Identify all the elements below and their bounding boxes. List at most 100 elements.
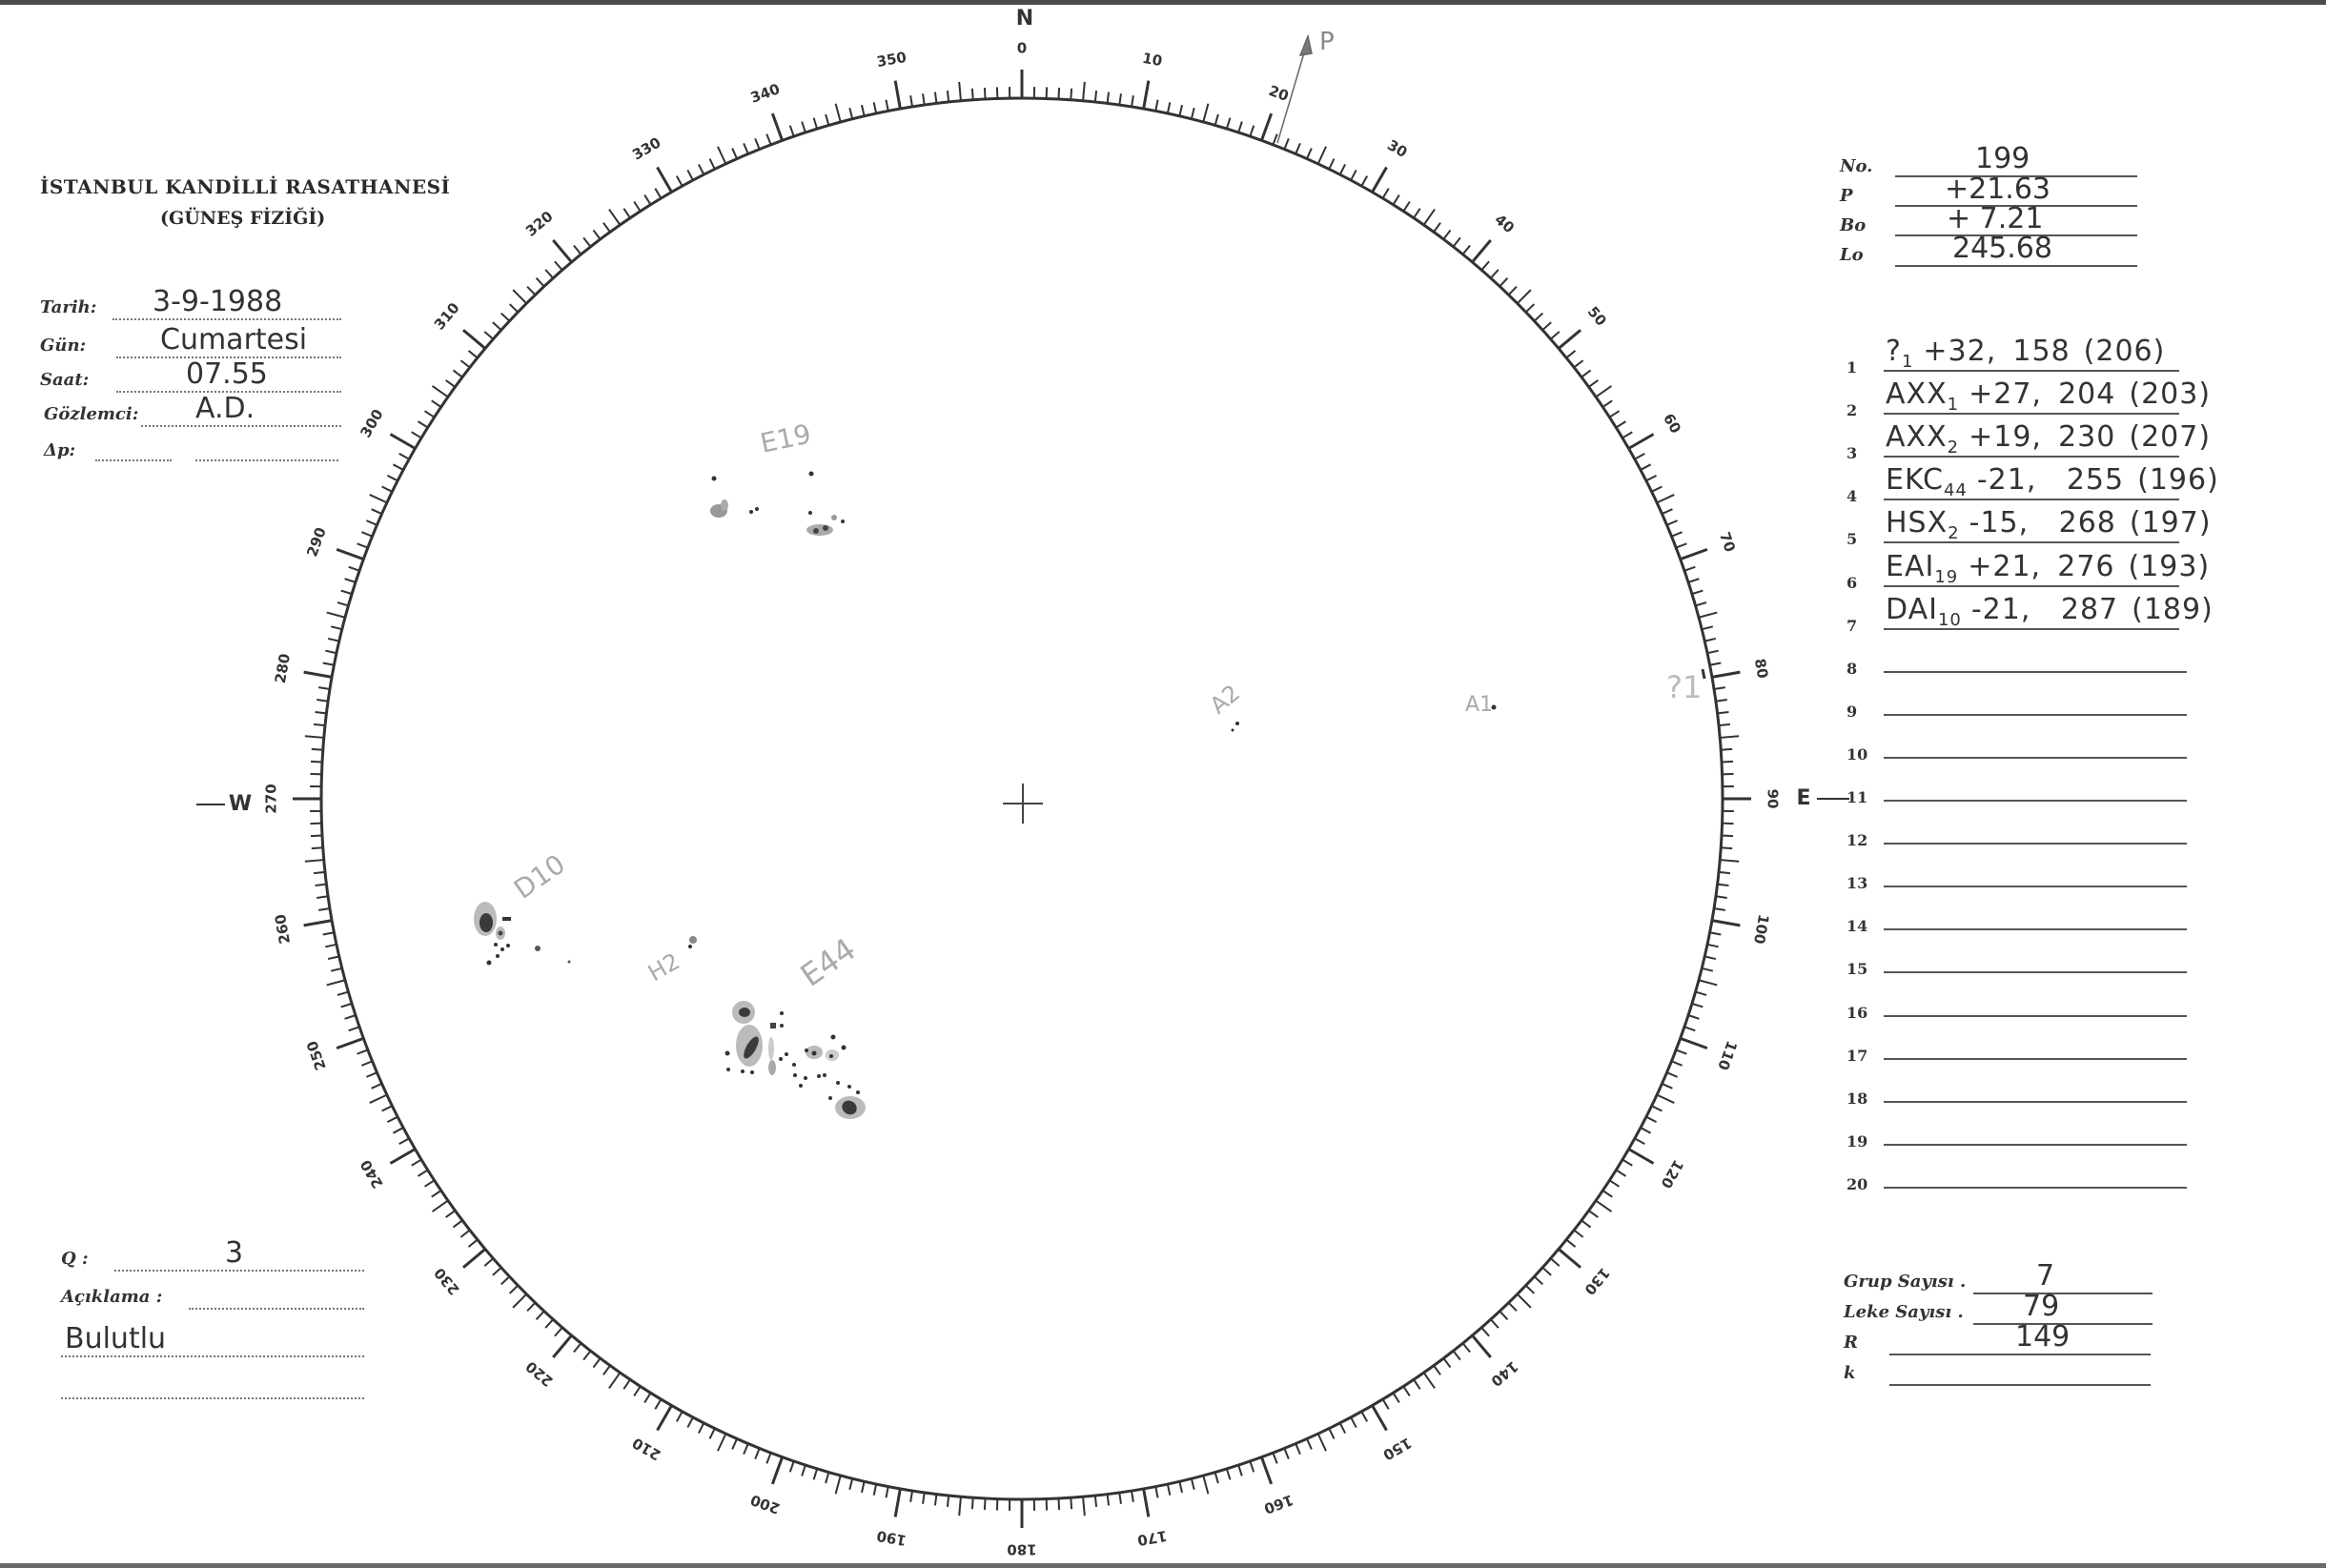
- group-row: AXX1 +27, 204 (203): [1886, 377, 2211, 414]
- group-label-e44: E44: [794, 930, 863, 993]
- scale-tick: [336, 1036, 364, 1050]
- scale-tick: [1371, 1404, 1388, 1432]
- k-line: [1889, 1384, 2151, 1386]
- scale-tick: [731, 1438, 738, 1450]
- p-value: +21.63: [1945, 173, 2051, 206]
- scale-tick: [500, 312, 511, 322]
- scale-tick: [1178, 1480, 1184, 1494]
- scale-tick: [1499, 276, 1509, 288]
- scale-tick: [369, 1093, 388, 1104]
- scale-tick: [1656, 1093, 1675, 1104]
- scale-tick: [770, 112, 785, 141]
- scale-tick: [316, 699, 329, 703]
- scale-tick: [330, 625, 343, 631]
- scale-tick: [1706, 649, 1719, 655]
- scale-tick: [872, 1483, 878, 1496]
- scale-tick: [1283, 1448, 1290, 1459]
- remark-value: Bulutlu: [65, 1322, 167, 1355]
- scale-tick: [1704, 637, 1717, 642]
- scale-tick: [1581, 369, 1592, 378]
- group-cm-longitude: (196): [2137, 463, 2219, 498]
- scale-tick: [1721, 760, 1734, 764]
- scale-tick: [327, 955, 340, 961]
- scale-tick: [958, 81, 962, 101]
- scale-tick: [318, 906, 331, 911]
- scale-label: 270: [263, 784, 280, 813]
- scale-tick: [1627, 1148, 1655, 1165]
- sunspot-group-h2: H2: [643, 936, 697, 987]
- scale-tick: [1118, 93, 1122, 106]
- scale-tick: [512, 1293, 527, 1309]
- group-row-line: [1884, 1143, 2187, 1146]
- group-row-line: [1884, 1186, 2187, 1189]
- scale-tick: [337, 601, 349, 607]
- group-class-index: 10: [1937, 609, 1962, 630]
- scale-tick: [1615, 420, 1627, 429]
- scale-tick: [1691, 589, 1704, 596]
- remark-line: [189, 1308, 364, 1310]
- group-row-line: [1884, 800, 2187, 802]
- remark-line-3: [61, 1397, 364, 1399]
- scale-label: 180: [1007, 1541, 1036, 1558]
- scale-tick: [1093, 1495, 1098, 1508]
- group-latitude: +32,: [1923, 335, 1997, 368]
- scale-tick: [1214, 113, 1219, 126]
- group-row-line: [1884, 928, 2187, 931]
- group-longitude: 204: [2058, 377, 2116, 412]
- scale-tick: [825, 1472, 830, 1484]
- no-value: 199: [1975, 142, 2030, 175]
- group-row-number: 9: [1847, 702, 1858, 721]
- scale-tick: [1622, 1158, 1633, 1167]
- scale-tick: [313, 723, 326, 727]
- scale-tick: [885, 1486, 889, 1498]
- scale-tick: [398, 1137, 410, 1146]
- scale-tick: [731, 148, 738, 159]
- scale-label: 220: [522, 1357, 557, 1390]
- scale-tick: [1675, 1049, 1687, 1055]
- scale-tick: [322, 662, 335, 666]
- sunspot-group-d10: D10: [474, 848, 571, 966]
- scale-tick: [1691, 1002, 1704, 1008]
- scale-tick: [1471, 239, 1492, 263]
- scale-tick: [365, 519, 377, 526]
- scale-tick: [1082, 1497, 1086, 1517]
- scale-tick: [1558, 329, 1581, 350]
- time-value: 07.55: [186, 357, 268, 391]
- scale-tick: [622, 208, 631, 219]
- sunspot-group-e19: E19: [710, 417, 845, 536]
- group-class: HSX: [1886, 506, 1949, 540]
- lo-line: [1895, 265, 2137, 267]
- scale-tick: [1461, 1342, 1471, 1354]
- group-label-q1: ?1: [1666, 669, 1702, 705]
- scale-tick: [1166, 1483, 1172, 1496]
- group-row-line: [1884, 713, 2187, 716]
- scale-tick: [1713, 906, 1725, 911]
- scale-label: 120: [1657, 1157, 1686, 1191]
- sunspot-group-q1: ?1: [1666, 668, 1706, 705]
- scale-tick: [812, 1468, 819, 1480]
- scale-tick: [1057, 87, 1061, 100]
- scale-tick: [1106, 92, 1111, 104]
- observatory-subtitle: (GÜNEŞ FİZİĞİ): [160, 208, 326, 229]
- scale-label: 20: [1266, 82, 1291, 105]
- scale-tick: [1651, 1105, 1663, 1112]
- scale-tick: [1259, 112, 1274, 141]
- scale-tick: [1190, 107, 1195, 120]
- scale-tick: [381, 485, 393, 493]
- scale-tick: [1461, 244, 1471, 255]
- scale-tick: [922, 1492, 926, 1504]
- degree-scale: 0 10 20 30 40 50 60 70 80 90 100 110 120 130 140 150 160…: [196, 7, 1849, 1558]
- scale-label: 160: [1262, 1491, 1296, 1517]
- group-class-index: 44: [1943, 480, 1968, 501]
- group-class: ?: [1886, 335, 1902, 368]
- group-latitude: -21,: [1970, 592, 2031, 626]
- scale-tick: [1683, 565, 1696, 572]
- scale-tick: [544, 269, 554, 279]
- scale-tick: [1588, 379, 1599, 388]
- scale-tick: [344, 1014, 357, 1020]
- group-row-number: 11: [1847, 788, 1868, 806]
- r-line: [1889, 1354, 2151, 1355]
- q-value: 3: [225, 1236, 244, 1270]
- scale-tick: [602, 222, 611, 233]
- group-row-line: [1884, 1014, 2187, 1017]
